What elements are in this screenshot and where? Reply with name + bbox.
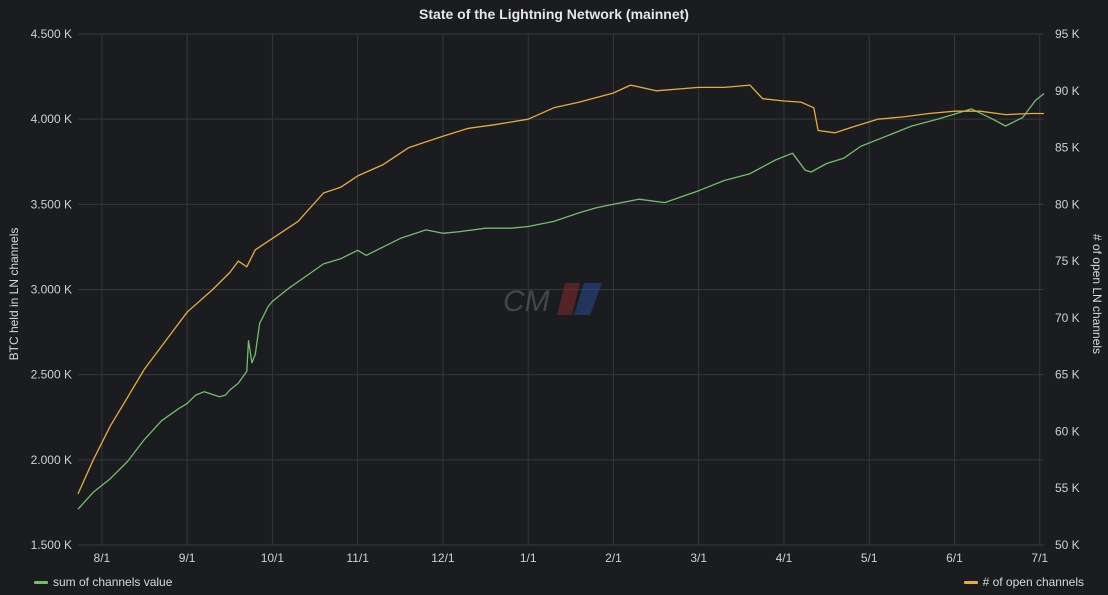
left-tick-label: 3.500 K xyxy=(31,197,72,211)
x-tick-label: 8/1 xyxy=(94,551,111,565)
x-axis: 8/1 9/1 10/1 11/1 12/1 1/1 2/1 3/1 4/1 5/1 6/1 7/1 xyxy=(94,551,1049,565)
chart-title: State of the Lightning Network (mainnet) xyxy=(419,6,689,22)
x-tick-label: 9/1 xyxy=(179,551,196,565)
left-tick-label: 4.000 K xyxy=(31,112,72,126)
x-tick-label: 10/1 xyxy=(261,551,285,565)
x-tick-label: 1/1 xyxy=(520,551,537,565)
x-tick-label: 11/1 xyxy=(346,551,369,565)
x-tick-label: 2/1 xyxy=(605,551,622,565)
right-tick-label: 70 K xyxy=(1055,311,1080,325)
right-tick-label: 80 K xyxy=(1055,197,1080,211)
left-tick-label: 4.500 K xyxy=(31,27,72,41)
series-line-0 xyxy=(77,93,1045,510)
legend-item-channels-value[interactable]: sum of channels value xyxy=(34,575,172,589)
right-tick-label: 90 K xyxy=(1055,84,1080,98)
x-tick-label: 4/1 xyxy=(776,551,793,565)
right-tick-label: 55 K xyxy=(1055,481,1080,495)
right-tick-label: 85 K xyxy=(1055,141,1080,155)
right-axis: 50 K 55 K 60 K 65 K 70 K 75 K 80 K 85 K 90 K 95 K xyxy=(1055,27,1080,552)
right-tick-label: 60 K xyxy=(1055,424,1080,438)
left-tick-label: 2.000 K xyxy=(31,453,72,467)
x-tick-label: 6/1 xyxy=(946,551,963,565)
legend-label: # of open channels xyxy=(982,575,1084,589)
legend-label: sum of channels value xyxy=(53,575,173,589)
right-tick-label: 95 K xyxy=(1055,27,1080,41)
x-tick-label: 5/1 xyxy=(861,551,878,565)
legend-swatch-orange xyxy=(963,580,978,584)
series-group xyxy=(77,84,1045,510)
series-line-1 xyxy=(77,84,1044,495)
left-axis: 1.500 K 2.000 K 2.500 K 3.000 K 3.500 K 4.000… xyxy=(31,27,72,552)
x-tick-label: 3/1 xyxy=(690,551,707,565)
right-tick-label: 50 K xyxy=(1055,538,1080,552)
x-tick-label: 7/1 xyxy=(1031,551,1048,565)
left-tick-label: 3.000 K xyxy=(31,283,72,297)
left-tick-label: 2.500 K xyxy=(31,368,72,382)
left-tick-label: 1.500 K xyxy=(31,538,72,552)
left-axis-label: BTC held in LN channels xyxy=(7,228,21,361)
right-axis-label: # of open LN channels xyxy=(1090,234,1104,354)
legend-item-open-channels[interactable]: # of open channels xyxy=(963,575,1084,589)
right-tick-label: 75 K xyxy=(1055,254,1080,268)
svg-text:CM: CM xyxy=(503,285,550,318)
x-tick-label: 12/1 xyxy=(431,551,455,565)
watermark-logo: CM xyxy=(503,283,602,318)
right-tick-label: 65 K xyxy=(1055,368,1080,382)
grid xyxy=(78,33,1044,546)
legend-swatch-green xyxy=(34,580,48,584)
